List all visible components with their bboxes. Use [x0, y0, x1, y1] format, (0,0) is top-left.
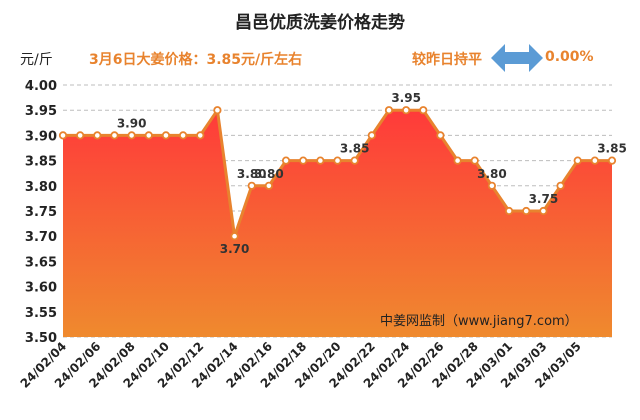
- y-tick-label: 3.80: [25, 180, 57, 195]
- data-point: [230, 232, 239, 241]
- data-point: [367, 131, 376, 140]
- data-point: [470, 156, 479, 165]
- price-headline: 3月6日大姜价格：3.85元/斤左右: [89, 52, 303, 68]
- data-point: [178, 131, 188, 140]
- y-tick-label: 3.65: [25, 255, 57, 270]
- y-tick-label: 4.00: [25, 79, 57, 94]
- data-point: [384, 106, 394, 115]
- data-point: [144, 131, 153, 140]
- data-label: 3.80: [237, 167, 267, 181]
- data-point: [419, 106, 428, 115]
- price-area: [63, 110, 612, 337]
- data-point: [247, 181, 256, 190]
- data-label: 3.75: [529, 192, 559, 206]
- data-label: 3.90: [117, 116, 147, 130]
- data-point: [453, 156, 462, 165]
- data-point: [350, 156, 359, 165]
- data-point: [213, 106, 222, 115]
- data-label: 3.85: [597, 142, 627, 156]
- data-point: [110, 131, 119, 140]
- watermark: 中姜网监制（www.jiang7.com）: [380, 314, 578, 329]
- data-point: [487, 181, 497, 190]
- data-point: [573, 156, 582, 165]
- data-label: 3.70: [220, 242, 250, 256]
- data-point: [333, 156, 342, 165]
- y-tick-label: 3.60: [25, 281, 57, 296]
- data-point: [299, 156, 308, 165]
- data-point: [127, 131, 136, 140]
- y-tick-label: 3.90: [25, 129, 57, 144]
- y-tick-label: 3.75: [25, 205, 57, 220]
- data-point: [607, 156, 617, 165]
- data-point: [539, 206, 548, 216]
- data-point: [93, 131, 102, 140]
- data-point: [58, 131, 68, 140]
- data-point: [556, 181, 565, 190]
- unit-label: 元/斤: [20, 52, 53, 68]
- y-tick-label: 3.85: [25, 155, 57, 170]
- data-label: 3.85: [340, 142, 370, 156]
- left-right-arrow-icon: [491, 44, 543, 72]
- data-point: [264, 181, 273, 190]
- y-tick-label: 3.70: [25, 230, 57, 245]
- data-point: [76, 131, 85, 140]
- data-point: [161, 131, 171, 140]
- data-point: [316, 156, 325, 165]
- data-point: [522, 206, 531, 216]
- change-value: 0.00%: [545, 49, 594, 65]
- data-label: 3.80: [477, 167, 507, 181]
- data-point: [436, 131, 445, 140]
- change-label: 较昨日持平: [412, 52, 482, 68]
- y-tick-label: 3.50: [25, 331, 57, 346]
- data-point: [281, 156, 291, 165]
- chart-title: 昌邑优质洗姜价格走势: [235, 13, 405, 33]
- y-tick-label: 3.95: [25, 104, 57, 119]
- y-tick-label: 3.55: [25, 306, 57, 321]
- data-point: [504, 206, 514, 216]
- data-point: [402, 106, 411, 115]
- data-label: 3.80: [254, 167, 284, 181]
- data-label: 3.95: [391, 91, 421, 105]
- data-point: [590, 156, 599, 165]
- data-point: [196, 131, 205, 140]
